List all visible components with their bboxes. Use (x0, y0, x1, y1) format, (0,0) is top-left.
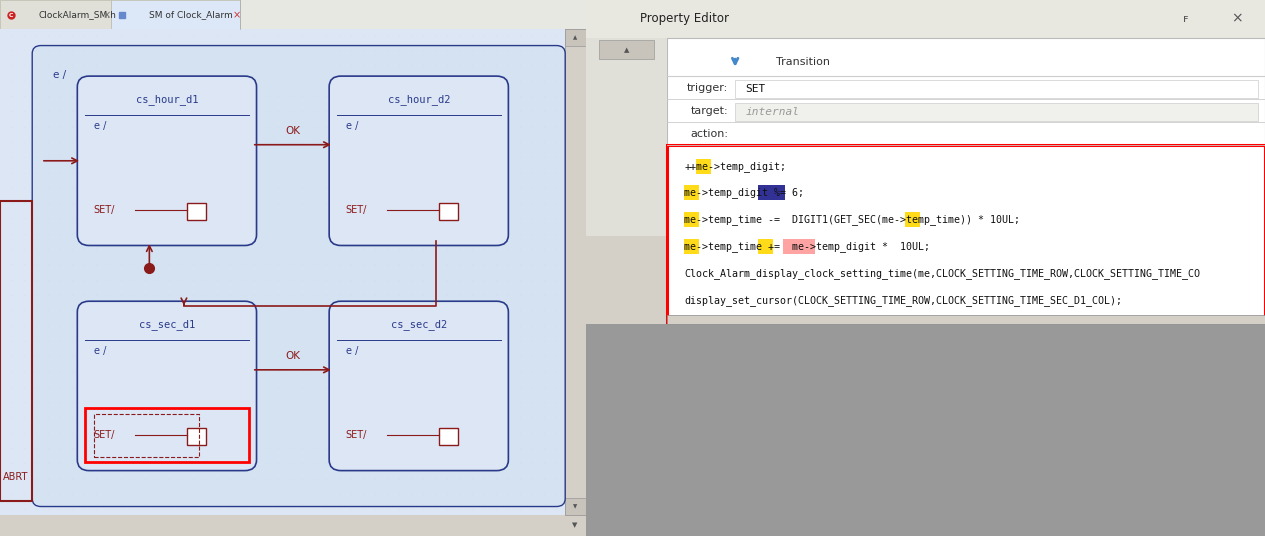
Text: internal: internal (745, 107, 799, 117)
Text: ClockAlarm_SM.h: ClockAlarm_SM.h (38, 11, 116, 19)
Text: ▼: ▼ (573, 522, 578, 528)
FancyBboxPatch shape (187, 428, 206, 445)
Text: OK: OK (286, 351, 300, 361)
Text: ꜰ: ꜰ (1184, 14, 1189, 24)
FancyBboxPatch shape (684, 185, 700, 200)
FancyBboxPatch shape (758, 185, 784, 200)
Text: OK: OK (286, 126, 300, 136)
FancyBboxPatch shape (111, 0, 240, 29)
Text: e /: e / (94, 121, 106, 131)
FancyBboxPatch shape (735, 80, 1259, 98)
FancyBboxPatch shape (77, 76, 257, 245)
Text: Clock_Alarm_display_clock_setting_time(me,CLOCK_SETTING_TIME_ROW,CLOCK_SETTING_T: Clock_Alarm_display_clock_setting_time(m… (684, 268, 1200, 279)
FancyBboxPatch shape (735, 103, 1259, 121)
Text: e /: e / (53, 70, 66, 80)
Text: e /: e / (94, 346, 106, 356)
Text: SET: SET (745, 84, 765, 94)
FancyBboxPatch shape (586, 38, 667, 236)
Text: SET/: SET/ (94, 430, 115, 440)
FancyBboxPatch shape (783, 239, 816, 254)
FancyBboxPatch shape (684, 212, 700, 227)
Text: e /: e / (345, 121, 358, 131)
Text: Property Editor: Property Editor (640, 12, 729, 25)
Text: C: C (9, 12, 13, 18)
Text: ×: × (1231, 12, 1242, 26)
FancyBboxPatch shape (77, 301, 257, 471)
FancyBboxPatch shape (565, 498, 586, 515)
FancyBboxPatch shape (758, 239, 773, 254)
Text: ABRT: ABRT (3, 472, 28, 482)
Text: me->temp_time -=  DIGIT1(GET_SEC(me->temp_time)) * 10UL;: me->temp_time -= DIGIT1(GET_SEC(me->temp… (684, 214, 1020, 225)
Text: cs_sec_d2: cs_sec_d2 (391, 319, 447, 330)
Text: ×: × (104, 10, 111, 20)
FancyBboxPatch shape (439, 428, 458, 445)
Text: trigger:: trigger: (687, 83, 729, 93)
FancyBboxPatch shape (0, 515, 565, 536)
Text: ×: × (233, 10, 240, 20)
Text: me->temp_time +=  me->temp_digit *  10UL;: me->temp_time += me->temp_digit * 10UL; (684, 241, 930, 252)
Text: display_set_cursor(CLOCK_SETTING_TIME_ROW,CLOCK_SETTING_TIME_SEC_D1_COL);: display_set_cursor(CLOCK_SETTING_TIME_RO… (684, 295, 1122, 306)
FancyBboxPatch shape (565, 29, 586, 515)
Text: SM of Clock_Alarm: SM of Clock_Alarm (149, 11, 233, 19)
FancyBboxPatch shape (586, 324, 1265, 536)
FancyBboxPatch shape (667, 38, 1265, 236)
Text: e /: e / (345, 346, 358, 356)
Text: cs_hour_d2: cs_hour_d2 (387, 94, 450, 105)
Text: me->temp_digit %= 6;: me->temp_digit %= 6; (684, 188, 805, 198)
FancyBboxPatch shape (329, 76, 509, 245)
FancyBboxPatch shape (667, 145, 1265, 324)
FancyBboxPatch shape (684, 239, 700, 254)
Text: cs_hour_d1: cs_hour_d1 (135, 94, 199, 105)
Text: cs_sec_d1: cs_sec_d1 (139, 319, 195, 330)
FancyBboxPatch shape (904, 212, 920, 227)
Text: action:: action: (691, 129, 729, 139)
FancyBboxPatch shape (329, 301, 509, 471)
Text: ++me->temp_digit;: ++me->temp_digit; (684, 161, 786, 172)
FancyBboxPatch shape (0, 0, 586, 29)
Text: SET/: SET/ (345, 430, 367, 440)
Text: SET/: SET/ (94, 205, 115, 215)
Text: SET/: SET/ (345, 205, 367, 215)
FancyBboxPatch shape (0, 0, 111, 29)
Text: target:: target: (691, 106, 729, 116)
FancyBboxPatch shape (565, 29, 586, 46)
FancyBboxPatch shape (600, 40, 654, 59)
FancyBboxPatch shape (439, 203, 458, 220)
FancyBboxPatch shape (32, 46, 565, 507)
FancyBboxPatch shape (0, 29, 565, 515)
Text: ▲: ▲ (624, 47, 629, 53)
FancyBboxPatch shape (696, 159, 711, 174)
Text: Transition: Transition (775, 57, 830, 67)
Text: ▲: ▲ (573, 35, 577, 40)
FancyBboxPatch shape (667, 315, 1265, 324)
Text: ▼: ▼ (573, 504, 577, 509)
FancyBboxPatch shape (187, 203, 206, 220)
FancyBboxPatch shape (586, 0, 1265, 38)
